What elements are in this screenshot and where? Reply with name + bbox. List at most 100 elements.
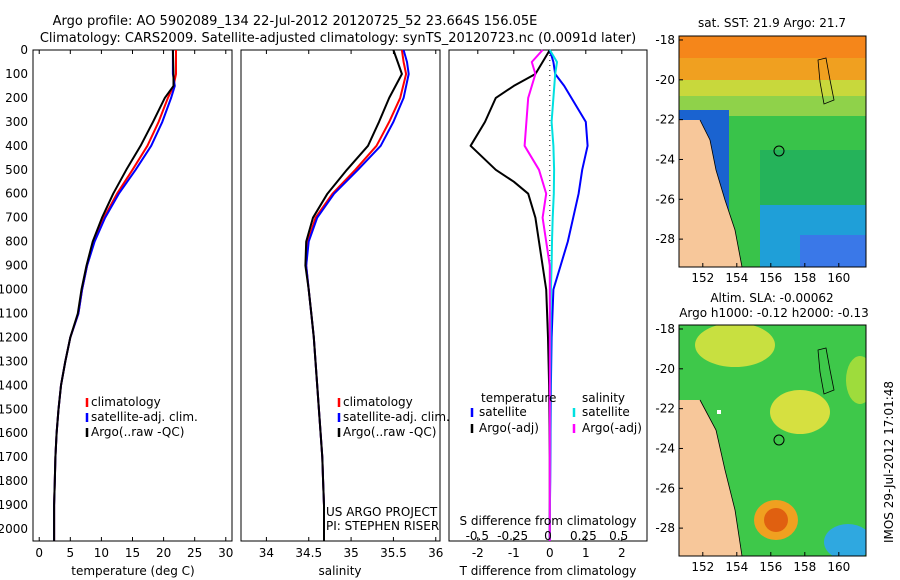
x-tick-label: 30 [218, 546, 233, 560]
legend-label-argo: Argo(..raw -QC) [91, 425, 184, 439]
lon-tick-label: 158 [793, 560, 816, 574]
s-difference-scale: -0.5 -0.25 0 0.25 0.5 [466, 529, 629, 543]
sst-map: sat. SST: 21.9 Argo: 21.7 -18 -20 -22 -24 -2… [655, 16, 867, 285]
difference-legend: temperature salinity satellite Argo(-adj… [470, 391, 642, 435]
sla-map: Altim. SLA: -0.00062 Argo h1000: -0.12 h… [655, 291, 869, 574]
temperature-panel: 0 5 10 15 20 25 30 temperature (deg C) climato… [32, 49, 233, 578]
lat-tick-label: -20 [655, 73, 675, 87]
s-tick-label: -0.25 [497, 529, 528, 543]
x-tick-label: 10 [94, 546, 109, 560]
s-tick-label: 0 [544, 529, 552, 543]
x-tick-label: 0 [546, 546, 554, 560]
lat-tick-label: -22 [655, 113, 675, 127]
legend-label-t-sat: satellite [479, 405, 527, 419]
depth-tick-label: 1100 [0, 306, 28, 320]
depth-tick-label: 0 [20, 43, 28, 57]
depth-tick-label: 100 [5, 67, 28, 81]
depth-tick-label: 500 [5, 163, 28, 177]
x-tick-label: 25 [187, 546, 202, 560]
series-argo_s [523, 49, 551, 541]
difference-top-label: S difference from climatology [460, 514, 637, 528]
difference-xlabel: T difference from climatology [459, 564, 637, 578]
lat-tick-label: -20 [655, 362, 675, 376]
depth-tick-label: 1500 [0, 402, 28, 416]
temperature-legend: climatology satellite-adj. clim. Argo(..… [85, 395, 198, 439]
depth-tick-label: 1600 [0, 426, 28, 440]
depth-tick-label: 1400 [0, 378, 28, 392]
sla-map-title1: Altim. SLA: -0.00062 [710, 291, 833, 305]
depth-tick-label: 1700 [0, 450, 28, 464]
lon-tick-label: 158 [793, 271, 816, 285]
depth-tick-label: 1000 [0, 283, 28, 297]
credit-pi: PI: STEPHEN RISER [326, 519, 439, 533]
lon-tick-label: 156 [759, 271, 782, 285]
depth-tick-label: 1200 [0, 330, 28, 344]
sla-map-title2: Argo h1000: -0.12 h2000: -0.13 [679, 306, 869, 320]
lon-tick-label: 156 [759, 560, 782, 574]
sst-map-frame [678, 35, 867, 268]
depth-tick-label: 200 [5, 91, 28, 105]
lat-tick-label: -18 [655, 322, 675, 336]
x-tick-label: 2 [618, 546, 626, 560]
timestamp-stamp: IMOS 29-Jul-2012 17:01:48 [882, 381, 896, 543]
difference-frame [448, 49, 648, 542]
lat-tick-label: -26 [655, 481, 675, 495]
x-tick-label: 20 [156, 546, 171, 560]
difference-panel: -2 -1 0 1 2 S difference from climatology -0… [448, 49, 648, 578]
series-argo [304, 49, 403, 541]
s-tick-label: -0.5 [466, 529, 489, 543]
lat-tick-label: -22 [655, 402, 675, 416]
lon-tick-label: 154 [725, 560, 748, 574]
depth-tick-label: 2000 [0, 522, 28, 536]
lon-tick-label: 152 [691, 271, 714, 285]
legend-label-s-argo: Argo(-adj) [582, 421, 642, 435]
x-tick-label: 35 [343, 546, 358, 560]
legend-label-clim: climatology [91, 395, 161, 409]
depth-tick-label: 1900 [0, 498, 28, 512]
lat-tick-label: -24 [655, 441, 675, 455]
depth-tick-label: 400 [5, 139, 28, 153]
s-tick-label: 0.5 [609, 529, 628, 543]
depth-tick-label: 600 [5, 187, 28, 201]
salinity-xlabel: salinity [318, 564, 361, 578]
legend-title-salinity: salinity [582, 391, 625, 405]
depth-tick-label: 300 [5, 115, 28, 129]
lon-tick-label: 160 [827, 560, 850, 574]
lon-tick-label: 160 [827, 271, 850, 285]
x-tick-label: 34 [259, 546, 274, 560]
series-argo [53, 49, 175, 541]
header-line1: Argo profile: AO 5902089_134 22-Jul-2012… [53, 14, 538, 29]
x-tick-label: 5 [66, 546, 74, 560]
legend-label-sat: satellite-adj. clim. [91, 410, 198, 424]
x-tick-label: 15 [125, 546, 140, 560]
x-tick-label: 34.5 [295, 546, 322, 560]
credit-project: US ARGO PROJECT [326, 505, 438, 519]
lat-tick-label: -18 [655, 33, 675, 47]
depth-tick-label: 1800 [0, 474, 28, 488]
lon-tick-label: 152 [691, 560, 714, 574]
sst-map-title: sat. SST: 21.9 Argo: 21.7 [698, 16, 846, 30]
x-tick-label: 1 [582, 546, 590, 560]
depth-tick-label: 1300 [0, 354, 28, 368]
depth-axis: 0 100 200 300 400 500 600 700 800 900 1000 1100 1200… [0, 43, 647, 536]
x-tick-label: 36 [428, 546, 443, 560]
x-tick-label: 35.5 [380, 546, 407, 560]
legend-label-s-sat: satellite [582, 405, 630, 419]
lat-tick-label: -28 [655, 232, 675, 246]
salinity-frame [240, 49, 441, 542]
lon-tick-label: 154 [725, 271, 748, 285]
series-argo [469, 49, 551, 541]
temperature-xlabel: temperature (deg C) [71, 564, 194, 578]
lat-tick-label: -26 [655, 192, 675, 206]
sla-map-frame [678, 324, 867, 557]
x-tick-label: -2 [472, 546, 484, 560]
depth-tick-label: 900 [5, 259, 28, 273]
legend-title-temperature: temperature [481, 391, 556, 405]
x-tick-label: 0 [35, 546, 43, 560]
lat-tick-label: -28 [655, 521, 675, 535]
lat-tick-label: -24 [655, 152, 675, 166]
legend-label-t-argo: Argo(-adj) [479, 421, 539, 435]
legend-label-sat: satellite-adj. clim. [343, 410, 450, 424]
s-tick-label: 0.25 [570, 529, 597, 543]
